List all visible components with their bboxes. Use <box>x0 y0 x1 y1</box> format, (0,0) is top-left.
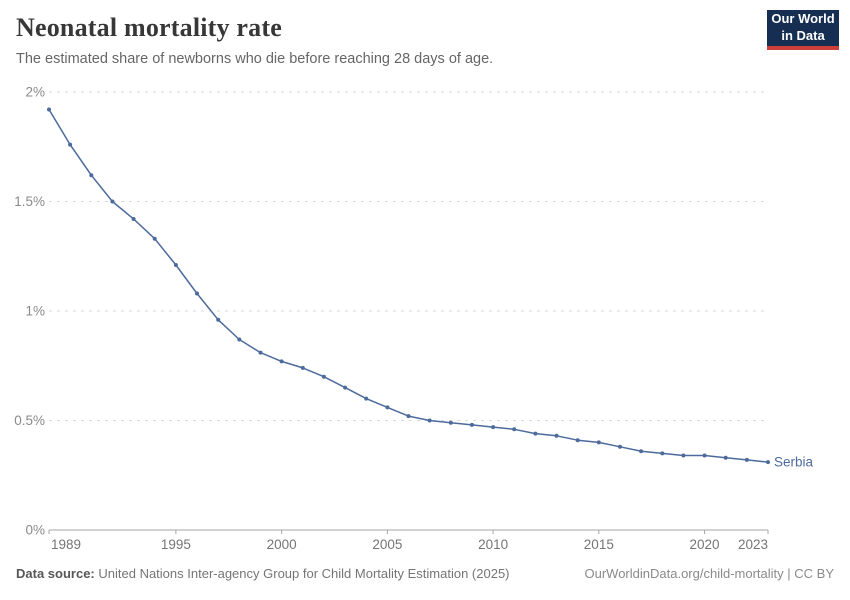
data-point <box>68 142 73 147</box>
y-tick-label: 0% <box>25 523 45 538</box>
x-tick-label: 2005 <box>372 537 402 552</box>
series-end-label: Serbia <box>774 455 814 470</box>
data-point <box>596 440 601 445</box>
data-point <box>660 451 665 456</box>
x-tick-label: 1995 <box>161 537 191 552</box>
data-point <box>110 199 115 204</box>
y-tick-label: 0.5% <box>14 413 45 428</box>
data-point <box>406 414 411 419</box>
data-point <box>195 291 199 296</box>
data-point <box>321 374 326 379</box>
data-point <box>702 453 707 458</box>
data-point <box>47 107 51 112</box>
data-point <box>131 217 136 221</box>
owid-logo-line1: Our World <box>771 11 835 27</box>
page-title: Neonatal mortality rate <box>16 13 282 42</box>
data-point <box>258 350 263 355</box>
x-tick-label: 2023 <box>738 537 768 552</box>
data-source: Data source: United Nations Inter-agency… <box>16 566 510 581</box>
x-tick-label: 2020 <box>690 537 720 552</box>
data-point <box>343 385 348 390</box>
data-point <box>744 457 749 462</box>
data-point <box>554 433 559 438</box>
data-point <box>300 365 305 370</box>
footer: Data source: United Nations Inter-agency… <box>16 566 834 581</box>
y-tick-label: 1% <box>25 304 45 319</box>
data-point <box>723 455 728 460</box>
data-point <box>681 453 686 458</box>
data-point <box>533 431 538 436</box>
series-line <box>48 108 769 463</box>
data-point <box>575 438 580 443</box>
x-tick-label: 2015 <box>584 537 614 552</box>
data-point <box>639 449 644 454</box>
y-tick-label: 1.5% <box>14 194 45 209</box>
data-point <box>237 337 242 342</box>
x-tick-label: 2000 <box>267 537 297 552</box>
data-source-label: Data source: <box>16 566 95 581</box>
x-tick-label: 2010 <box>478 537 508 552</box>
y-tick-label: 2% <box>25 85 45 100</box>
x-tick-label: 1989 <box>51 537 81 552</box>
data-point <box>385 405 390 410</box>
data-point <box>216 317 221 322</box>
data-point <box>766 460 770 465</box>
owid-logo-line2: in Data <box>781 28 825 43</box>
data-point <box>89 173 94 178</box>
data-point <box>618 444 622 449</box>
data-point <box>469 422 474 427</box>
data-source-text: United Nations Inter-agency Group for Ch… <box>98 566 510 581</box>
data-point <box>491 425 496 430</box>
data-point <box>512 427 517 432</box>
data-point <box>448 420 453 425</box>
owid-logo[interactable]: Our World in Data <box>767 10 839 50</box>
data-point <box>173 263 178 267</box>
data-point <box>427 418 432 423</box>
chart-subtitle: The estimated share of newborns who die … <box>16 51 494 67</box>
data-point <box>279 359 284 364</box>
data-point <box>364 396 369 401</box>
footer-link[interactable]: OurWorldinData.org/child-mortality | CC … <box>584 566 835 581</box>
data-point <box>152 236 157 241</box>
